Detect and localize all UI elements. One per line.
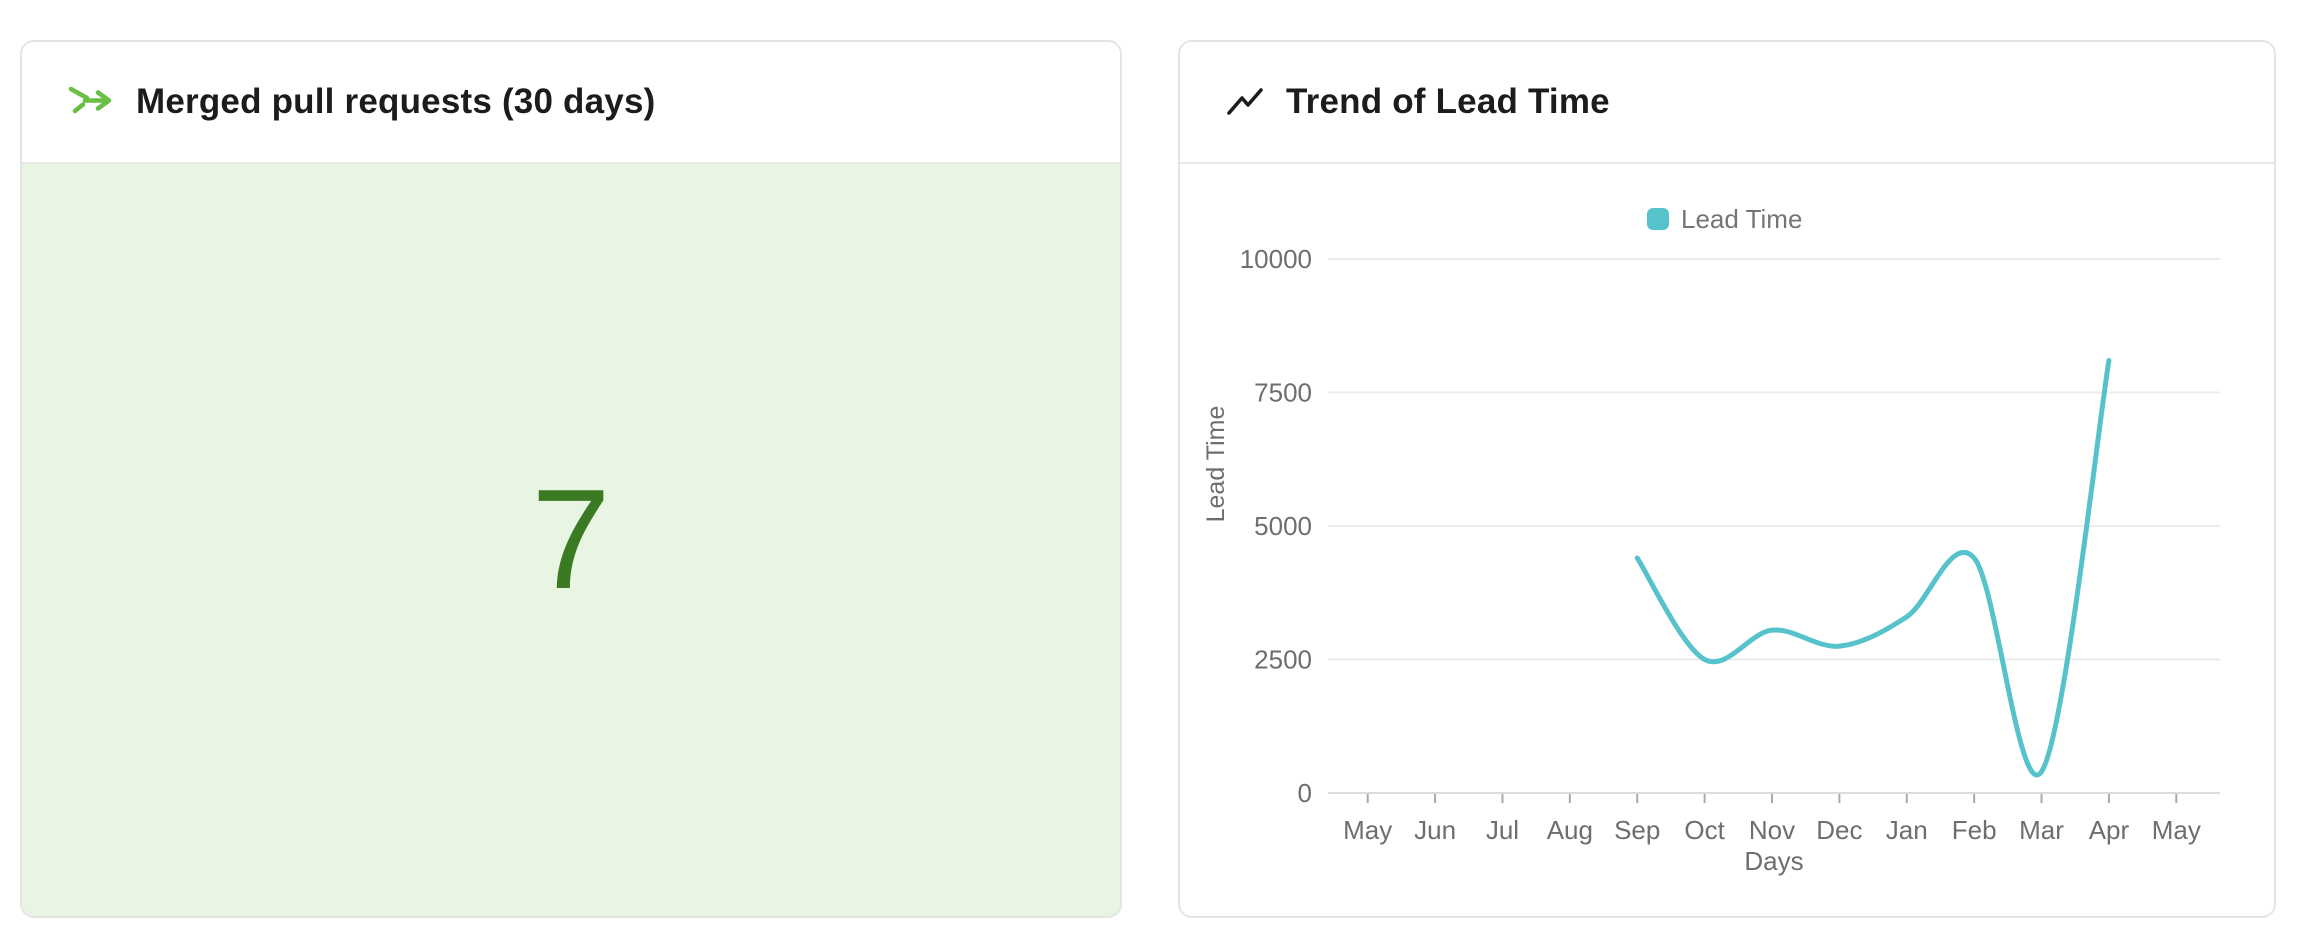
lead-time-trend-header: Trend of Lead Time: [1180, 42, 2274, 164]
merge-arrow-icon: [68, 85, 114, 119]
x-axis-tick-label: Apr: [2089, 815, 2130, 845]
x-axis-tick-label: Sep: [1614, 815, 1660, 845]
y-axis-tick-label: 10000: [1240, 244, 1312, 274]
y-axis-title: Lead Time: [1202, 406, 1230, 523]
y-axis-tick-label: 2500: [1254, 645, 1312, 675]
x-axis-tick-label: Jun: [1414, 815, 1456, 845]
x-axis-tick-label: Aug: [1547, 815, 1593, 845]
x-axis-title: Days: [1744, 846, 1803, 876]
lead-time-chart-body: 0 2500 5000 7500 10000 May Jun Jul Aug Sep Oct Nov D…: [1180, 164, 2274, 916]
lead-time-trend-panel: Trend of Lead Time 0 2500 5000 7500 10000 May…: [1178, 40, 2276, 918]
legend-swatch: [1647, 208, 1669, 230]
lead-time-trend-title: Trend of Lead Time: [1286, 82, 1610, 121]
legend-item-lead-time[interactable]: Lead Time: [1647, 204, 1802, 234]
x-axis-tick-label: Jan: [1886, 815, 1928, 845]
y-axis-tick-label: 7500: [1254, 378, 1312, 408]
x-axis-tick-label: Oct: [1684, 815, 1725, 845]
y-axis-tick-label: 5000: [1254, 511, 1312, 541]
legend-label: Lead Time: [1681, 204, 1802, 234]
x-axis-tick-label: Dec: [1816, 815, 1862, 845]
lead-time-line: [1634, 357, 2112, 778]
merged-pull-requests-body: 7: [22, 164, 1120, 916]
merged-pull-requests-panel: Merged pull requests (30 days) 7: [20, 40, 1122, 918]
x-axis-tick-label: Nov: [1749, 815, 1795, 845]
x-axis-tick-label: May: [2152, 815, 2201, 845]
y-axis-tick-label: 0: [1298, 778, 1312, 808]
merged-pull-requests-header: Merged pull requests (30 days): [22, 42, 1120, 164]
x-axis-tick-label: May: [1343, 815, 1392, 845]
merged-pull-requests-title: Merged pull requests (30 days): [136, 82, 656, 121]
x-axis-tick-label: Mar: [2019, 815, 2064, 845]
merged-pull-requests-value: 7: [531, 460, 611, 619]
trend-up-icon: [1226, 87, 1264, 117]
x-axis-tick-label: Feb: [1952, 815, 1997, 845]
x-axis-tick-label: Jul: [1486, 815, 1519, 845]
